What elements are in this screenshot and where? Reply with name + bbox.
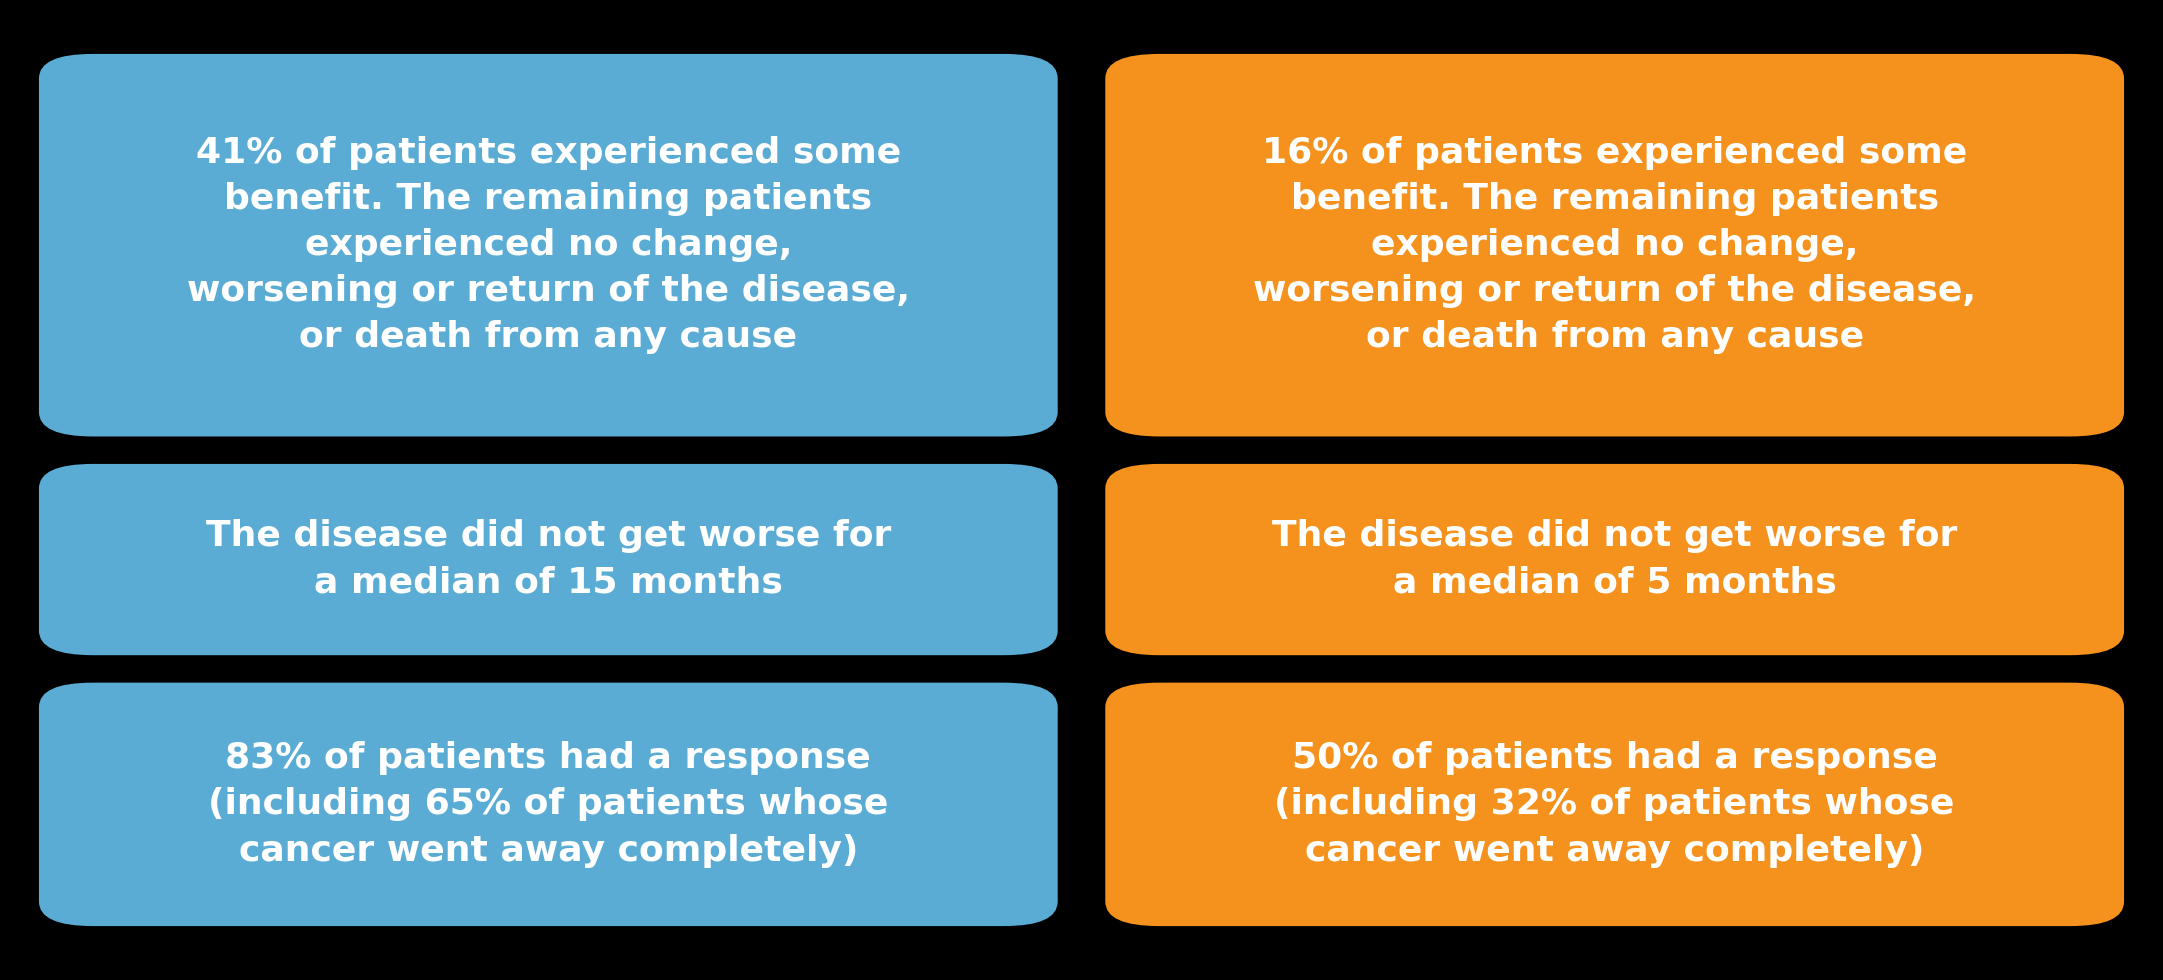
FancyBboxPatch shape (39, 464, 1058, 656)
FancyBboxPatch shape (1105, 464, 2124, 656)
Text: The disease did not get worse for
a median of 5 months: The disease did not get worse for a medi… (1272, 519, 1958, 600)
Text: 83% of patients had a response
(including 65% of patients whose
cancer went away: 83% of patients had a response (includin… (208, 741, 889, 867)
Text: 16% of patients experienced some
benefit. The remaining patients
experienced no : 16% of patients experienced some benefit… (1252, 136, 1977, 355)
FancyBboxPatch shape (1105, 683, 2124, 926)
Text: The disease did not get worse for
a median of 15 months: The disease did not get worse for a medi… (205, 519, 891, 600)
Text: 50% of patients had a response
(including 32% of patients whose
cancer went away: 50% of patients had a response (includin… (1274, 741, 1955, 867)
FancyBboxPatch shape (1105, 54, 2124, 436)
FancyBboxPatch shape (39, 54, 1058, 436)
Text: 41% of patients experienced some
benefit. The remaining patients
experienced no : 41% of patients experienced some benefit… (186, 136, 911, 355)
FancyBboxPatch shape (39, 683, 1058, 926)
